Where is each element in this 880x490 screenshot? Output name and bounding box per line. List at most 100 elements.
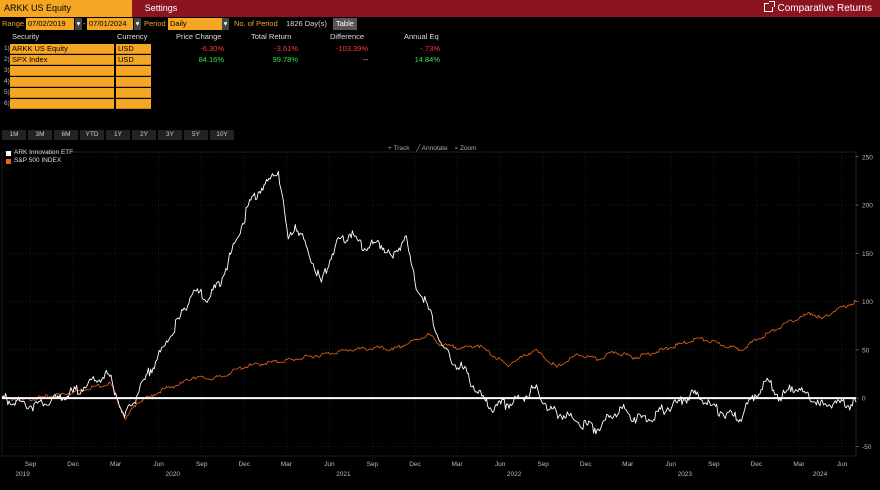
range-label: Range <box>2 19 25 28</box>
x-tick-label: Jun <box>153 461 164 468</box>
external-link-icon <box>763 1 775 12</box>
x-tick-label: Sep <box>25 461 37 468</box>
difference-value: -103.39% <box>335 44 368 53</box>
plot-frame <box>1 151 857 457</box>
currency-cell[interactable]: USD <box>116 55 151 65</box>
comparative-returns-title[interactable]: Comparative Returns <box>763 0 872 17</box>
row-number: 2) <box>4 56 10 63</box>
x-tick-label: Mar <box>793 461 805 468</box>
x-tick-label: Jun <box>837 461 848 468</box>
currency-cell[interactable] <box>116 66 151 76</box>
col-total-return: Total Return <box>251 32 292 41</box>
series-line <box>1 299 857 420</box>
x-year-label: 2024 <box>813 471 828 478</box>
period-1m-button[interactable]: 1M <box>2 130 26 140</box>
currency-cell[interactable] <box>116 88 151 98</box>
y-tick-label: 150 <box>862 251 873 258</box>
col-annual-eq: Annual Eq <box>404 32 439 41</box>
row-number: 3) <box>4 67 10 74</box>
chart-tools: + Track ╱ Annotate ⌕ Zoom <box>388 144 482 152</box>
x-tick-label: Sep <box>367 461 379 468</box>
chart-legend: ARK Innovation ETF S&P 500 INDEX <box>6 149 73 165</box>
range-separator: - <box>83 19 86 28</box>
x-tick-label: Sep <box>708 461 720 468</box>
period-3y-button[interactable]: 3Y <box>158 130 182 140</box>
period-10y-button[interactable]: 10Y <box>210 130 234 140</box>
y-tick-label: 0 <box>862 396 866 403</box>
start-date-dropdown[interactable]: ▾ <box>75 18 82 30</box>
x-tick-label: Dec <box>580 461 592 468</box>
currency-cell[interactable] <box>116 77 151 87</box>
x-year-label: 2022 <box>507 471 522 478</box>
row-number: 1) <box>4 45 10 52</box>
period-2y-button[interactable]: 2Y <box>132 130 156 140</box>
x-tick-label: Jun <box>666 461 677 468</box>
x-tick-label: Jun <box>324 461 335 468</box>
table-button[interactable]: Table <box>333 18 357 30</box>
returns-chart[interactable]: Sep Dec Mar Jun Sep Dec Mar Jun Sep Dec Mar Jun Sep D… <box>0 140 880 490</box>
legend-item-spx: S&P 500 INDEX <box>6 157 73 165</box>
annotate-tool[interactable]: ╱ Annotate <box>416 145 448 152</box>
x-tick-label: Jun <box>495 461 506 468</box>
x-tick-label: Sep <box>537 461 549 468</box>
legend-label: ARK Innovation ETF <box>14 149 74 156</box>
period-5y-button[interactable]: 5Y <box>184 130 208 140</box>
period-3m-button[interactable]: 3M <box>28 130 52 140</box>
legend-label: S&P 500 INDEX <box>14 157 62 164</box>
x-tick-label: Mar <box>451 461 463 468</box>
y-tick-label: 250 <box>862 154 873 161</box>
row-number: 5) <box>4 89 10 96</box>
period-6m-button[interactable]: 6M <box>54 130 78 140</box>
period-dropdown[interactable]: ▾ <box>222 18 229 30</box>
end-date-dropdown[interactable]: ▾ <box>134 18 141 30</box>
security-cell[interactable] <box>10 77 114 87</box>
period-ytd-button[interactable]: YTD <box>80 130 104 140</box>
col-price-change: Price Change <box>176 32 222 41</box>
y-tick-label: -50 <box>862 444 872 451</box>
series-line <box>1 170 857 435</box>
legend-swatch <box>6 150 11 156</box>
price-change-value: 84.16% <box>198 55 224 64</box>
period-1y-button[interactable]: 1Y <box>106 130 130 140</box>
currency-cell[interactable]: USD <box>116 44 151 54</box>
x-tick-label: Mar <box>622 461 634 468</box>
range-bar: Range 07/02/2019 ▾ - 07/01/2024 ▾ Period… <box>0 18 880 30</box>
x-year-label: 2021 <box>336 471 351 478</box>
price-change-value: -6.30% <box>200 44 224 53</box>
x-tick-label: Sep <box>196 461 208 468</box>
security-cell[interactable] <box>10 66 114 76</box>
security-cell[interactable] <box>10 99 114 109</box>
currency-cell[interactable] <box>116 99 151 109</box>
period-select[interactable]: Daily <box>168 18 222 30</box>
top-bar: ARKK US Equity Settings Comparative Retu… <box>0 0 880 17</box>
legend-swatch <box>6 158 11 164</box>
security-cell[interactable]: SPX Index <box>10 55 114 65</box>
y-tick-label: 50 <box>862 347 870 354</box>
row-number: 4) <box>4 78 10 85</box>
track-tool[interactable]: + Track <box>388 145 410 152</box>
zoom-tool[interactable]: ⌕ Zoom <box>454 145 477 152</box>
col-security: Security <box>12 32 40 41</box>
y-tick-label: 100 <box>862 299 873 306</box>
total-return-value: 99.78% <box>272 55 298 64</box>
x-tick-label: Dec <box>751 461 763 468</box>
col-currency: Currency <box>117 32 148 41</box>
annual-eq-value: 14.84% <box>414 55 440 64</box>
col-difference: Difference <box>330 32 365 41</box>
x-year-label: 2023 <box>678 471 693 478</box>
num-period-label: No. of Period <box>234 19 278 28</box>
x-year-label: 2019 <box>15 471 30 478</box>
security-cell[interactable] <box>10 88 114 98</box>
legend-item-arkk: ARK Innovation ETF <box>6 149 73 157</box>
y-tick-label: 200 <box>862 203 873 210</box>
start-date-input[interactable]: 07/02/2019 <box>26 18 74 30</box>
security-cell[interactable]: ARKK US Equity <box>10 44 114 54</box>
comparative-returns-label: Comparative Returns <box>777 3 872 14</box>
settings-tab[interactable]: Settings <box>144 3 178 13</box>
end-date-input[interactable]: 07/01/2024 <box>87 18 133 30</box>
difference-value: -- <box>363 55 368 64</box>
ticker-tab[interactable]: ARKK US Equity <box>0 0 132 17</box>
annual-eq-value: -.73% <box>420 44 440 53</box>
total-return-value: -3.61% <box>274 44 298 53</box>
period-label: Period <box>144 19 166 28</box>
